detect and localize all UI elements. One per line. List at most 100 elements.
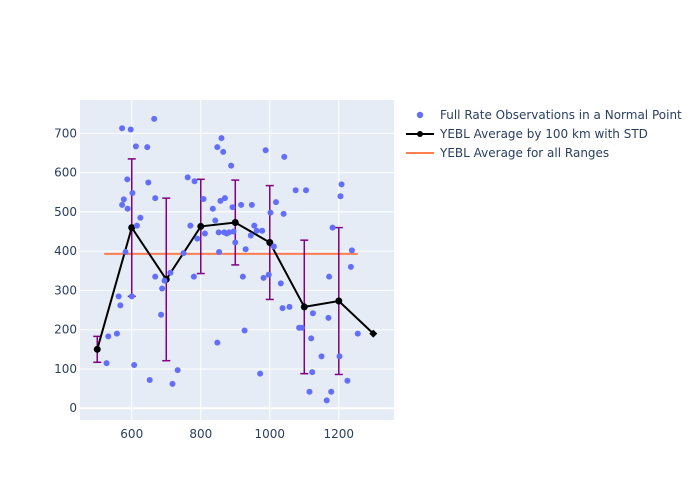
observation-point	[298, 324, 305, 331]
observation-point	[191, 178, 198, 185]
y-tick-label: 300	[54, 283, 77, 297]
observation-point	[103, 360, 110, 367]
legend-item-observations[interactable]: Full Rate Observations in a Normal Point	[416, 108, 682, 122]
observation-point	[228, 162, 235, 169]
observation-point	[241, 327, 248, 334]
observation-point	[329, 224, 336, 231]
observation-point	[119, 125, 126, 132]
observation-point	[161, 277, 168, 284]
average-point	[266, 239, 274, 247]
observation-point	[145, 179, 152, 186]
observation-point	[318, 353, 325, 360]
observation-point	[277, 280, 284, 287]
observation-point	[124, 205, 131, 212]
observation-point	[187, 222, 194, 229]
observation-point	[214, 339, 221, 346]
observation-point	[132, 143, 139, 150]
legend-marker-observations	[416, 111, 424, 119]
observation-point	[242, 246, 249, 253]
observation-point	[105, 333, 112, 340]
observation-point	[257, 370, 264, 377]
observation-point	[338, 181, 345, 188]
legend-item-overall[interactable]: YEBL Average for all Ranges	[406, 146, 609, 160]
observation-point	[194, 235, 201, 242]
observation-point	[174, 367, 181, 374]
observation-point	[133, 222, 140, 229]
observation-point	[238, 201, 245, 208]
scatter-points	[103, 115, 361, 404]
observation-point	[308, 335, 315, 342]
observation-point	[122, 248, 129, 255]
y-tick-label: 100	[54, 362, 77, 376]
legend-marker-average	[417, 131, 423, 137]
observation-point	[209, 205, 216, 212]
observation-point	[131, 362, 138, 369]
y-tick-label: 700	[54, 126, 77, 140]
observation-point	[128, 293, 135, 300]
y-tick-label: 200	[54, 323, 77, 337]
observation-point	[169, 380, 176, 387]
observation-point	[201, 230, 208, 237]
average-point	[335, 297, 343, 305]
observation-point	[280, 210, 287, 217]
observation-point	[336, 353, 343, 360]
observation-point	[309, 369, 316, 376]
observation-point	[292, 187, 299, 194]
observation-point	[200, 195, 207, 202]
y-tick-label: 0	[69, 401, 77, 415]
observation-point	[328, 388, 335, 395]
average-point	[300, 303, 308, 311]
observation-point	[267, 209, 274, 216]
observation-point	[214, 144, 221, 151]
observation-point	[337, 193, 344, 200]
observation-point	[129, 190, 136, 197]
x-tick-label: 600	[120, 427, 143, 441]
x-tick-label: 1200	[324, 427, 355, 441]
legend-item-average[interactable]: YEBL Average by 100 km with STD	[406, 127, 648, 141]
observation-point	[184, 174, 191, 181]
y-tick-label: 600	[54, 166, 77, 180]
observation-point	[279, 305, 286, 312]
observation-point	[272, 199, 279, 206]
observation-point	[220, 148, 227, 155]
observation-point	[159, 285, 166, 292]
observation-point	[124, 176, 131, 183]
y-tick-label: 500	[54, 205, 77, 219]
observation-point	[137, 214, 144, 221]
observation-point	[218, 135, 225, 142]
average-point	[197, 222, 205, 230]
observation-point	[281, 153, 288, 160]
observation-point	[325, 314, 332, 321]
observation-point	[309, 310, 316, 317]
average-point	[128, 224, 136, 232]
average-line	[93, 219, 378, 353]
observation-point	[127, 126, 134, 133]
observation-point	[113, 330, 120, 337]
observation-point	[158, 311, 165, 318]
observation-point	[306, 388, 313, 395]
legend-label-observations: Full Rate Observations in a Normal Point	[440, 108, 682, 122]
observation-point	[167, 269, 174, 276]
observation-point	[347, 263, 354, 270]
observation-point	[226, 229, 233, 236]
observation-point	[117, 302, 124, 309]
observation-point	[265, 271, 272, 278]
observation-point	[248, 201, 255, 208]
observation-point	[230, 228, 237, 235]
legend: Full Rate Observations in a Normal Point…	[406, 108, 682, 160]
observation-point	[348, 247, 355, 254]
x-tick-label: 1000	[255, 427, 286, 441]
average-point	[231, 219, 239, 227]
x-tick-label: 800	[189, 427, 212, 441]
observation-point	[323, 397, 330, 404]
observation-point	[215, 229, 222, 236]
observation-point	[303, 187, 310, 194]
y-axis-ticks: 0 100 200 300 400 500 600 700	[54, 126, 77, 415]
observation-point	[270, 243, 277, 250]
observation-point	[239, 273, 246, 280]
observation-point	[146, 376, 153, 383]
observation-point	[115, 293, 122, 300]
observation-point	[247, 232, 254, 239]
observation-point	[344, 377, 351, 384]
